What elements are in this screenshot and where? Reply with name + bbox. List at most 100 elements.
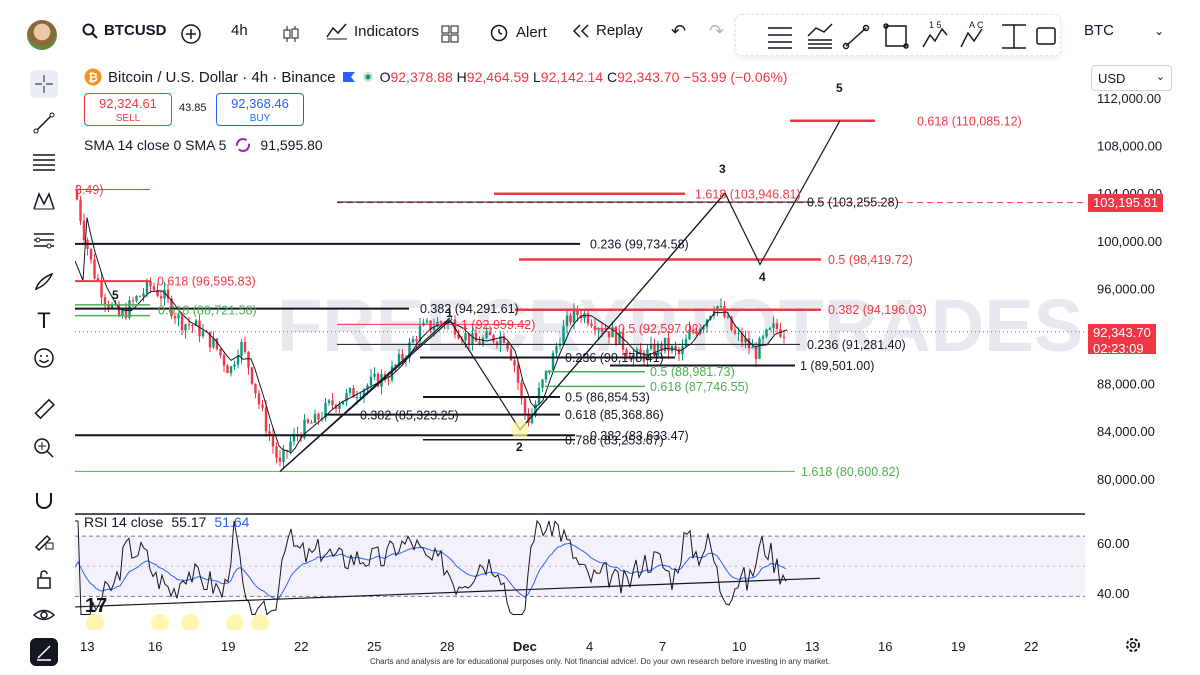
- lock-tool[interactable]: [30, 565, 58, 593]
- loading-icon: [236, 138, 251, 152]
- candle-body: [394, 365, 397, 367]
- remove-tool[interactable]: [30, 638, 58, 666]
- trend-ray-icon[interactable]: [842, 24, 870, 50]
- candle-body: [569, 315, 572, 323]
- layouts-button[interactable]: [440, 24, 460, 44]
- replay-label: Replay: [596, 22, 643, 39]
- rsi-legend[interactable]: RSI 14 close 55.17 51.64: [84, 514, 249, 530]
- candle-body: [355, 397, 359, 399]
- date-axis-label: 4: [586, 639, 593, 654]
- compare-button[interactable]: [181, 24, 201, 44]
- buy-button[interactable]: 92,368.46 BUY: [216, 93, 304, 126]
- date-axis-label: 16: [148, 639, 162, 654]
- user-avatar[interactable]: [27, 20, 57, 50]
- sma-value: 91,595.80: [260, 137, 323, 153]
- bitcoin-icon: ₿: [84, 68, 102, 86]
- rectangle-icon[interactable]: [883, 23, 909, 49]
- candle-body: [152, 286, 156, 290]
- visibility-tool[interactable]: [30, 601, 58, 629]
- elliott-impulse-icon[interactable]: 1 5: [922, 20, 948, 48]
- chart-settings-button[interactable]: [1124, 636, 1142, 659]
- current-price-tag: 92,343.70 02:23:09: [1088, 324, 1156, 356]
- candle-body: [488, 331, 492, 336]
- indicators-icon: [326, 23, 347, 40]
- alert-button[interactable]: Alert: [488, 22, 547, 42]
- position-tool[interactable]: [30, 226, 58, 254]
- candle-body: [310, 422, 313, 424]
- candle-body: [387, 379, 390, 381]
- chart-type-button[interactable]: [281, 24, 301, 44]
- text-tool[interactable]: T: [30, 307, 58, 335]
- undo-button[interactable]: ↶: [671, 22, 686, 40]
- candle-body: [537, 387, 541, 404]
- candle-body: [562, 326, 565, 344]
- candle-body: [142, 293, 145, 297]
- long-position-icon[interactable]: [1002, 24, 1026, 49]
- candle-body: [744, 338, 747, 343]
- position-icon: [34, 233, 54, 249]
- candle-body: [499, 335, 502, 345]
- zoom-tool[interactable]: [30, 434, 58, 462]
- lock-drawing-tool[interactable]: [30, 526, 58, 554]
- symbol-search[interactable]: BTCUSD: [82, 22, 167, 39]
- candle-body: [565, 315, 569, 327]
- rsi-axis[interactable]: 60.00 40.00: [1087, 512, 1200, 630]
- sell-button[interactable]: 92,324.61 SELL: [84, 93, 172, 126]
- crosshair-tool[interactable]: [30, 70, 58, 98]
- redo-button[interactable]: ↷: [709, 22, 724, 40]
- gear-icon: [1126, 638, 1140, 652]
- trendline-icon: [33, 112, 55, 134]
- candle-body: [373, 373, 376, 377]
- currency-select[interactable]: USD ⌄: [1091, 65, 1172, 91]
- high-value: 92,464.59: [466, 69, 530, 85]
- brush-tool[interactable]: [30, 268, 58, 296]
- candle-body: [723, 306, 726, 318]
- interval-button[interactable]: 4h: [231, 22, 248, 39]
- fib-tool[interactable]: [30, 148, 58, 176]
- candle-body: [184, 324, 187, 331]
- change-value: −53.99 (−0.06%): [683, 69, 788, 85]
- flag-icon[interactable]: [1036, 27, 1056, 45]
- candle-body: [761, 336, 765, 339]
- flag-marker-icon[interactable]: [342, 70, 356, 84]
- emoji-tool[interactable]: [30, 344, 58, 372]
- fib-level-label: 3.49): [75, 183, 104, 197]
- sma-legend[interactable]: SMA 14 close 0 SMA 5 91,595.80: [84, 136, 323, 154]
- candle-body: [282, 450, 285, 462]
- indicators-button[interactable]: Indicators: [326, 22, 419, 40]
- candle-body: [264, 407, 268, 432]
- wave-label: 3: [719, 162, 726, 176]
- price-axis[interactable]: 112,000.00108,000.00104,000.00100,000.00…: [1087, 66, 1200, 506]
- candle-body: [352, 388, 355, 398]
- candle-body: [432, 326, 436, 330]
- candle-body: [177, 315, 180, 319]
- candle-body: [173, 315, 177, 319]
- magnet-tool[interactable]: [30, 487, 58, 515]
- candle-body: [506, 342, 509, 350]
- trendline-tool[interactable]: [30, 109, 58, 137]
- rsi-value: 55.17: [171, 514, 207, 530]
- ruler-tool[interactable]: [30, 395, 58, 423]
- pattern-icon: [33, 192, 55, 210]
- rsi-pane[interactable]: 17: [75, 512, 1087, 630]
- fib-labels-group: 0.618 (110,085.12) 1.618 (103,946.81) 0.5 …: [75, 81, 1022, 479]
- candle-body: [772, 323, 775, 328]
- horizontal-ray-icon[interactable]: [807, 23, 833, 49]
- candle-body: [439, 321, 443, 324]
- rewind-icon: [572, 23, 589, 38]
- chevron-down-icon: ⌄: [1155, 71, 1165, 83]
- candle-body: [408, 342, 411, 359]
- fib-level-label: 0.618 (88,721.58): [158, 304, 257, 318]
- symbol-dropdown[interactable]: BTC ⌄: [1084, 22, 1164, 39]
- fib-level-label: 0.5 (86,854.53): [565, 390, 650, 404]
- date-axis[interactable]: 131619222528Dec47101316192225: [75, 636, 1111, 656]
- pattern-tool[interactable]: [30, 187, 58, 215]
- date-axis-label: Dec: [513, 639, 537, 654]
- date-axis-label: 22: [1024, 639, 1038, 654]
- open-value: 92,378.88: [390, 69, 453, 85]
- horizontal-lines-icon[interactable]: [768, 27, 792, 49]
- price-chart[interactable]: FREECRYPTOTRADES 0.618 (110,085.12) 1.618…: [75, 66, 1085, 506]
- candle-body: [688, 329, 691, 340]
- replay-button[interactable]: Replay: [572, 22, 643, 39]
- elliott-correction-icon[interactable]: A C: [960, 20, 984, 48]
